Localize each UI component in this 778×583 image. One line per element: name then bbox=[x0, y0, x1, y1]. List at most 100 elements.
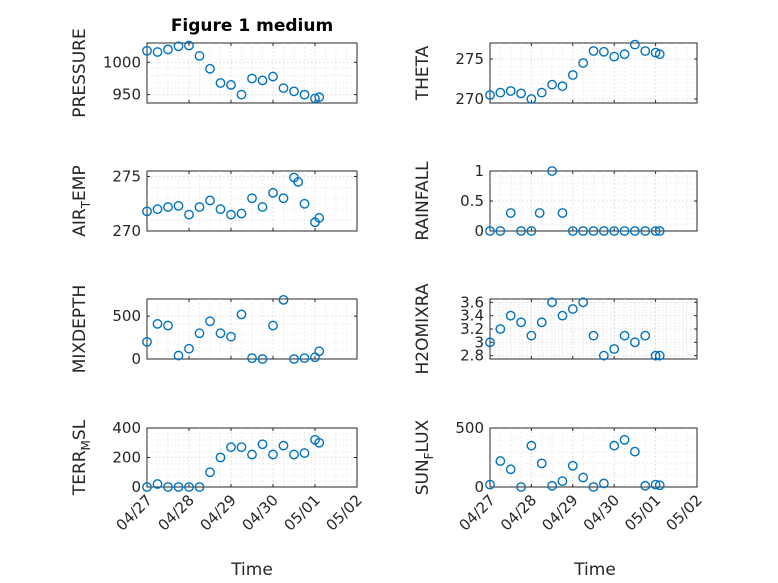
data-point bbox=[536, 458, 547, 469]
data-point bbox=[247, 353, 257, 364]
y-axis-label: PRESSURE bbox=[70, 28, 90, 117]
data-point bbox=[619, 226, 630, 236]
data-point bbox=[598, 478, 609, 489]
data-point bbox=[247, 73, 257, 84]
data-point bbox=[142, 206, 152, 217]
data-point bbox=[588, 46, 599, 56]
data-point bbox=[173, 350, 184, 361]
data-point bbox=[152, 318, 163, 329]
x-axis-label-left: Time bbox=[230, 560, 273, 580]
data-point bbox=[578, 58, 589, 68]
data-point bbox=[567, 70, 578, 80]
data-point bbox=[247, 449, 257, 460]
data-point bbox=[268, 71, 278, 82]
data-point bbox=[299, 89, 310, 100]
data-point bbox=[640, 226, 651, 236]
y-tick-label: 275 bbox=[112, 167, 141, 185]
y-tick-label: 3.2 bbox=[460, 320, 484, 338]
data-point bbox=[299, 448, 310, 458]
data-point bbox=[588, 226, 599, 236]
data-point bbox=[567, 304, 578, 314]
y-tick-label: 3 bbox=[474, 333, 484, 351]
data-point bbox=[650, 479, 661, 490]
x-tick-label: 04/27 bbox=[456, 491, 499, 534]
data-point bbox=[194, 482, 205, 492]
data-point bbox=[547, 297, 557, 308]
data-point bbox=[289, 449, 299, 460]
data-point bbox=[236, 208, 247, 219]
x-tick-label: 04/28 bbox=[497, 491, 540, 534]
data-point bbox=[557, 310, 568, 321]
data-point bbox=[547, 480, 557, 491]
y-tick-label: 500 bbox=[455, 419, 484, 437]
data-point bbox=[184, 209, 194, 220]
data-point bbox=[516, 226, 526, 236]
data-point bbox=[650, 350, 661, 361]
x-tick-label: 05/02 bbox=[663, 491, 706, 534]
subplot-terrain: 0 200 400 TERRMSL 04/2704/2804/2904/3005/010… bbox=[70, 419, 366, 534]
y-tick-label: 950 bbox=[112, 86, 141, 104]
data-point bbox=[619, 434, 630, 445]
data-point bbox=[485, 226, 495, 236]
data-point bbox=[547, 166, 557, 176]
data-point bbox=[205, 316, 215, 327]
data-point bbox=[598, 46, 609, 57]
subplot-air-temp: 270 275 AIRTEMP bbox=[70, 165, 358, 240]
data-point bbox=[299, 353, 310, 364]
data-point bbox=[278, 83, 289, 94]
data-point bbox=[163, 202, 173, 212]
data-point bbox=[205, 195, 215, 206]
data-point bbox=[226, 442, 236, 453]
data-point bbox=[567, 226, 578, 236]
data-point bbox=[619, 49, 630, 60]
data-point bbox=[257, 75, 268, 86]
y-tick-label: 1000 bbox=[103, 53, 141, 71]
data-point bbox=[257, 202, 268, 212]
data-point bbox=[268, 320, 278, 331]
data-point bbox=[495, 324, 506, 334]
y-tick-label: 275 bbox=[455, 50, 484, 68]
data-point bbox=[184, 40, 194, 51]
data-point bbox=[314, 213, 325, 223]
data-point bbox=[215, 452, 226, 463]
data-point bbox=[630, 446, 640, 457]
data-point bbox=[289, 86, 299, 97]
data-point bbox=[536, 87, 547, 98]
y-tick-label: 400 bbox=[112, 419, 141, 437]
data-point bbox=[310, 93, 320, 104]
data-point bbox=[557, 81, 568, 92]
data-point bbox=[293, 177, 304, 187]
data-point bbox=[516, 317, 526, 328]
data-point bbox=[152, 47, 163, 57]
data-point bbox=[485, 479, 495, 490]
data-point bbox=[215, 328, 226, 339]
data-point bbox=[598, 350, 609, 361]
plot-area bbox=[146, 298, 358, 360]
data-point bbox=[194, 328, 205, 339]
y-axis-label: RAINFALL bbox=[413, 161, 433, 241]
x-tick-label: 04/30 bbox=[580, 491, 623, 534]
data-point bbox=[526, 94, 537, 104]
data-point bbox=[247, 193, 257, 204]
data-point bbox=[609, 226, 620, 236]
data-point bbox=[236, 442, 247, 453]
data-point bbox=[314, 346, 325, 357]
subplot-mixdepth: 0 500 MIXDEPTH bbox=[70, 285, 358, 373]
y-tick-label: 270 bbox=[112, 222, 141, 240]
data-point bbox=[268, 449, 278, 460]
x-tick-label: 04/28 bbox=[155, 491, 198, 534]
data-point bbox=[226, 331, 236, 342]
data-point bbox=[516, 88, 526, 99]
y-tick-label: 3.6 bbox=[460, 293, 484, 311]
data-point bbox=[654, 480, 665, 491]
y-tick-label: 1 bbox=[474, 162, 484, 180]
y-tick-label: 3.4 bbox=[460, 307, 484, 325]
data-point bbox=[578, 226, 589, 236]
x-tick-label: 05/01 bbox=[621, 491, 664, 534]
data-point bbox=[567, 460, 578, 471]
plot-area bbox=[146, 42, 358, 104]
data-point bbox=[278, 440, 289, 451]
y-axis-label: TERRMSL bbox=[70, 419, 93, 496]
data-point bbox=[278, 193, 289, 204]
